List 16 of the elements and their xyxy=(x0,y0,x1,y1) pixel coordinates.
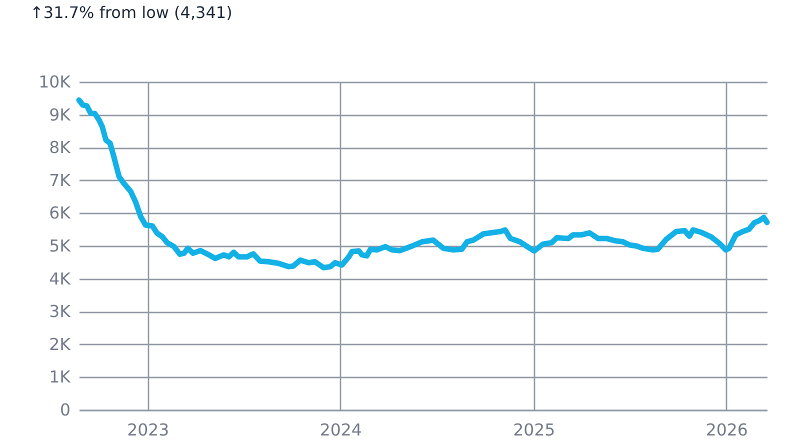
y-tick-label: 1K xyxy=(49,368,72,387)
x-tick-label: 2024 xyxy=(320,420,362,440)
y-tick-label: 7K xyxy=(49,170,72,190)
y-tick-label: 0 xyxy=(60,400,70,420)
y-tick-label: 3K xyxy=(49,302,72,322)
y-tick-label: 6K xyxy=(49,204,72,223)
chart-title: ↑31.7% from low (4,341) xyxy=(30,3,232,22)
y-tick-label: 2K xyxy=(49,334,72,354)
y-tick-label: 10K xyxy=(38,72,72,92)
x-tick-label: 2026 xyxy=(706,420,748,440)
y-tick-label: 8K xyxy=(49,138,72,158)
x-tick-label: 2025 xyxy=(513,420,556,440)
x-tick-label: 2023 xyxy=(127,420,170,440)
y-tick-label: 9K xyxy=(49,105,72,124)
y-tick-label: 5K xyxy=(49,236,72,256)
y-tick-label: 4K xyxy=(49,269,72,288)
